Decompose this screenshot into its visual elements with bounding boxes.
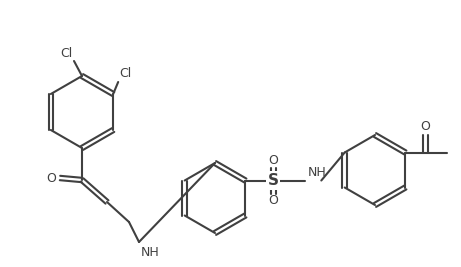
Text: S: S: [268, 173, 279, 188]
Text: NH: NH: [141, 246, 160, 259]
Text: O: O: [420, 120, 430, 132]
Text: O: O: [46, 171, 56, 184]
Text: NH: NH: [307, 166, 326, 179]
Text: O: O: [268, 194, 278, 207]
Text: Cl: Cl: [119, 67, 131, 80]
Text: Cl: Cl: [60, 47, 72, 60]
Text: O: O: [268, 154, 278, 167]
